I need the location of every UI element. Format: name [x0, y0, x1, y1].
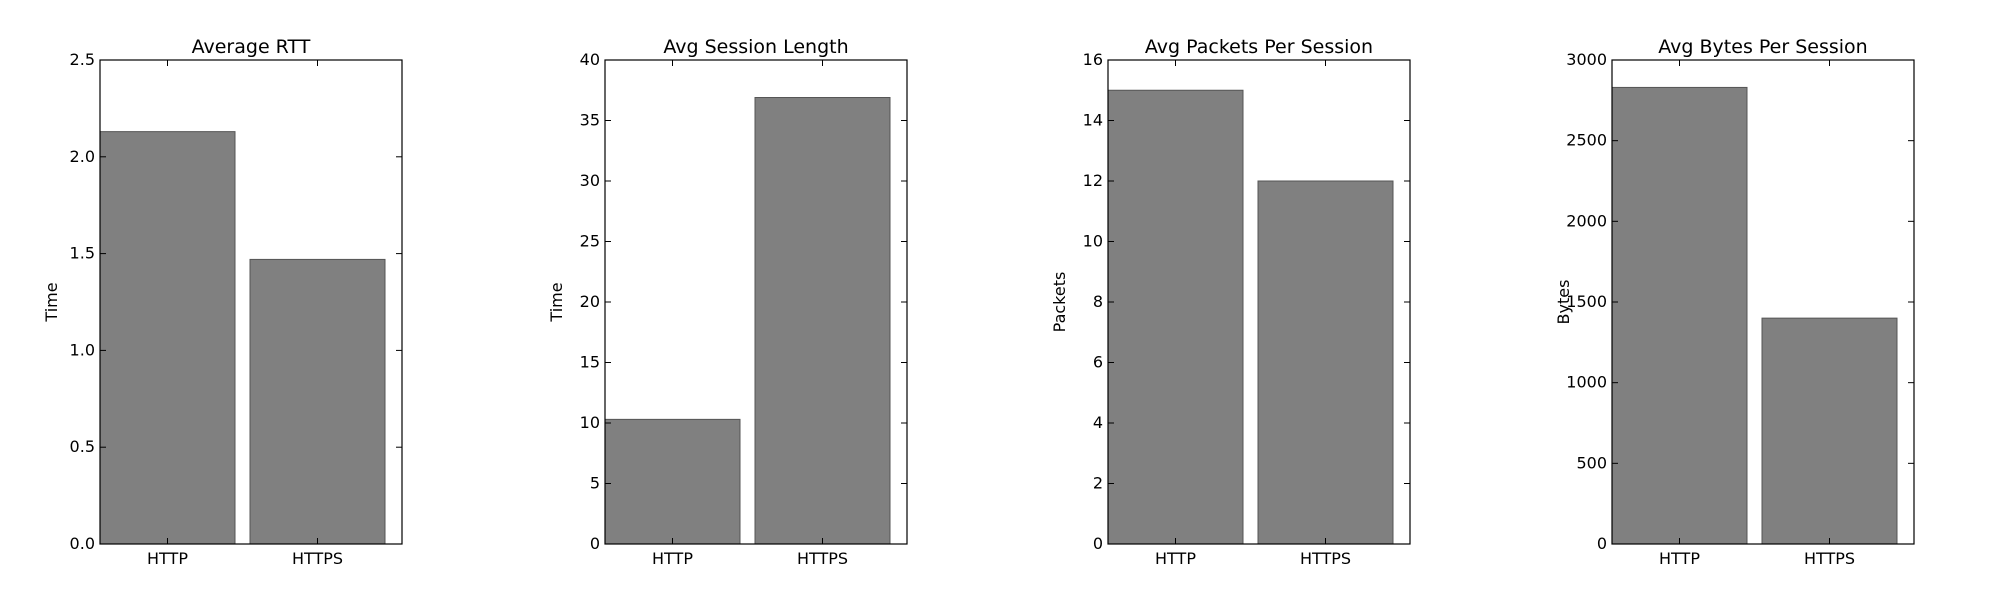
x-tick-label-https: HTTPS — [1300, 549, 1351, 568]
subplot-avg-packets-per-session: 0 2 4 6 8 10 12 14 16 HTTP HTTPS Avg Packets Per Se… — [1050, 36, 1411, 568]
y-axis-label: Packets — [1050, 272, 1069, 333]
y-tick-label: 2000 — [1566, 211, 1607, 230]
x-tick-label-http: HTTP — [1659, 549, 1700, 568]
y-axis-label: Time — [42, 282, 61, 322]
y-tick-label: 12 — [1083, 171, 1103, 190]
y-tick-label: 0 — [1597, 534, 1607, 553]
chart-title: Avg Session Length — [663, 36, 848, 58]
y-tick-label: 2.5 — [70, 50, 95, 69]
chart-title: Average RTT — [192, 36, 311, 58]
axes-frame — [99, 59, 403, 545]
y-tick-label: 14 — [1083, 111, 1103, 130]
y-tick-label: 2500 — [1566, 131, 1607, 150]
bar-https — [1257, 180, 1394, 545]
y-tick-label: 6 — [1093, 353, 1103, 372]
y-tick-label: 15 — [580, 353, 600, 372]
y-axis-label: Bytes — [1554, 280, 1573, 325]
bar-http — [1107, 89, 1244, 545]
y-tick-label: 3000 — [1566, 50, 1607, 69]
bar-https — [249, 258, 386, 545]
x-tick-label-http: HTTP — [147, 549, 188, 568]
bar-https — [1761, 317, 1898, 545]
y-tick-label: 35 — [580, 111, 600, 130]
y-axis-label: Time — [547, 282, 566, 322]
y-tick-label: 25 — [580, 232, 600, 251]
y-tick-label: 10 — [1083, 232, 1103, 251]
y-tick-label: 1500 — [1566, 292, 1607, 311]
y-tick-label: 40 — [580, 50, 600, 69]
bar-http — [604, 418, 741, 545]
x-tick-label-http: HTTP — [652, 549, 693, 568]
subplot-avg-bytes-per-session: 0 500 1000 1500 2000 2500 3000 HTTP HTTPS Avg Byt… — [1554, 36, 1915, 568]
y-tick-label: 5 — [590, 474, 600, 493]
bar-https — [754, 97, 891, 545]
subplot-average-rtt: 0.0 0.5 1.0 1.5 2.0 2.5 HTTP HTTPS Average RTT Ti… — [42, 36, 403, 568]
y-tick-label: 16 — [1083, 50, 1103, 69]
y-tick-label: 30 — [580, 171, 600, 190]
x-tick-label-https: HTTPS — [797, 549, 848, 568]
y-tick-label: 8 — [1093, 292, 1103, 311]
y-tick-label: 1.5 — [70, 244, 95, 263]
y-tick-label: 0.5 — [70, 437, 95, 456]
y-tick-label: 2 — [1093, 474, 1103, 493]
x-tick-label-https: HTTPS — [1804, 549, 1855, 568]
y-tick-label: 0.0 — [70, 534, 95, 553]
bar-http — [1611, 86, 1748, 545]
x-tick-label-http: HTTP — [1155, 549, 1196, 568]
y-tick-label: 4 — [1093, 413, 1103, 432]
y-tick-label: 1.0 — [70, 340, 95, 359]
bar-http — [99, 131, 236, 545]
chart-title: Avg Packets Per Session — [1145, 36, 1373, 58]
x-tick-label-https: HTTPS — [292, 549, 343, 568]
y-tick-label: 10 — [580, 413, 600, 432]
subplot-avg-session-length: 0 5 10 15 20 25 30 35 40 HTTP HTTPS Avg Session Len… — [547, 36, 908, 568]
y-tick-label: 2.0 — [70, 147, 95, 166]
y-tick-label: 0 — [1093, 534, 1103, 553]
y-tick-label: 500 — [1576, 453, 1607, 472]
y-tick-label: 1000 — [1566, 373, 1607, 392]
chart-title: Avg Bytes Per Session — [1658, 36, 1867, 58]
y-tick-label: 0 — [590, 534, 600, 553]
y-tick-label: 20 — [580, 292, 600, 311]
